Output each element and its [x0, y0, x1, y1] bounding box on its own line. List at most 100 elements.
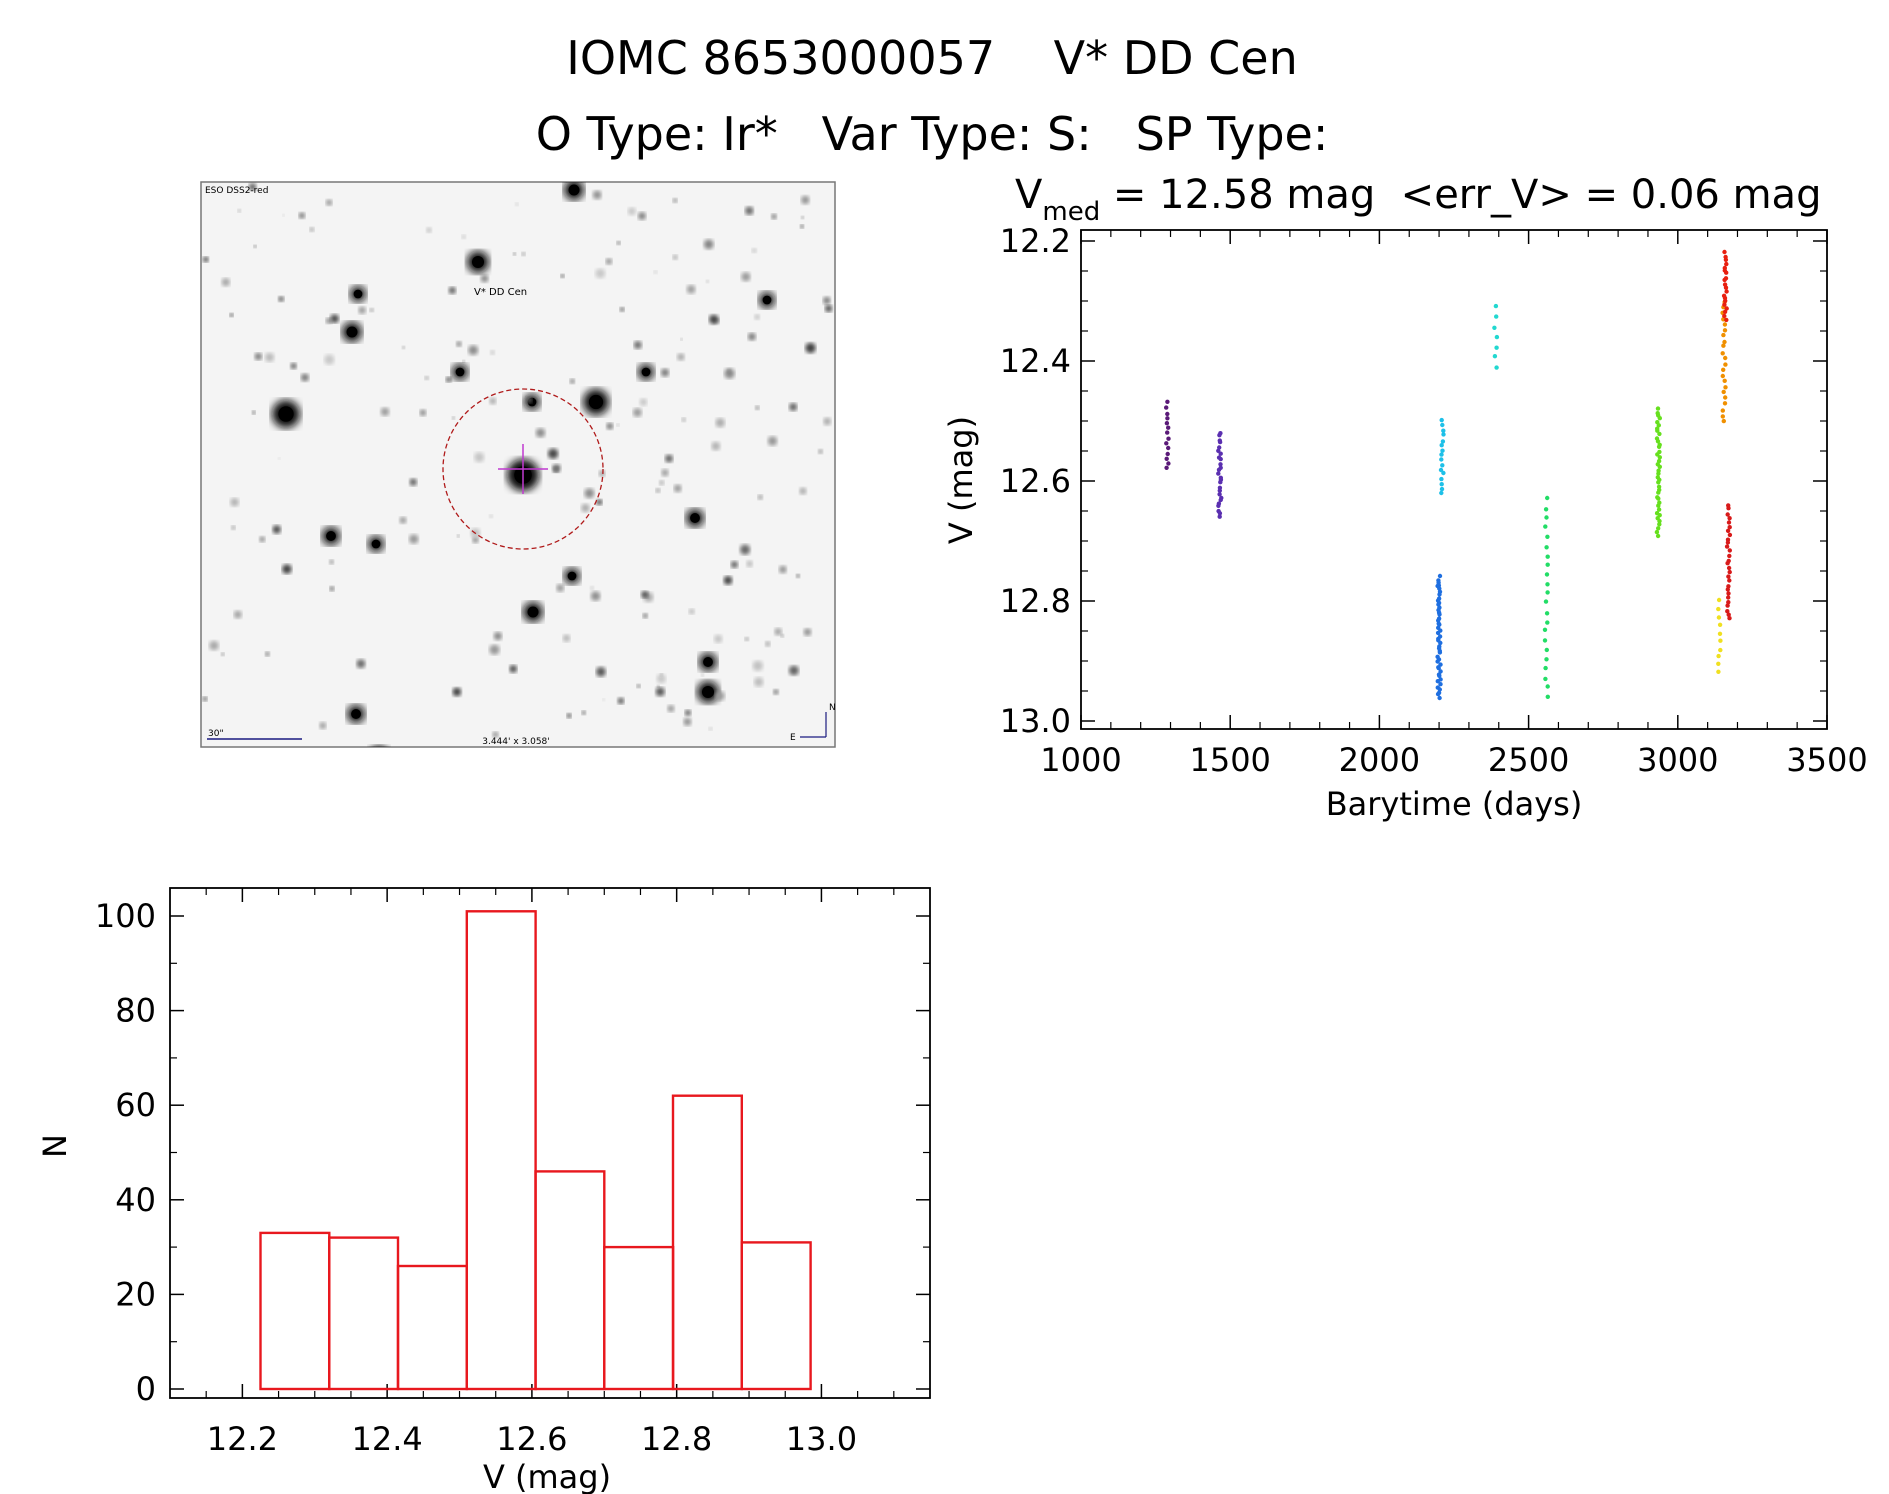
faint-star: [329, 586, 335, 592]
faint-star: [667, 705, 675, 713]
light-curve-point: [1437, 573, 1443, 579]
faint-star: [741, 272, 751, 282]
faint-star: [472, 536, 479, 543]
light-curve-ylabel: V (mag): [942, 416, 980, 544]
light-curve-point: [1724, 544, 1730, 549]
light-curve-point: [1725, 528, 1731, 533]
faint-star: [748, 332, 756, 341]
light-curve-point: [1439, 457, 1444, 462]
faint-star: [803, 628, 812, 636]
faint-star: [683, 717, 692, 726]
histogram-ylabel: N: [36, 1134, 74, 1158]
faint-star: [456, 341, 462, 347]
faint-star: [329, 559, 334, 565]
light-curve-point: [1218, 497, 1223, 503]
light-curve-point: [1655, 406, 1661, 411]
faint-star: [584, 488, 595, 499]
light-curve-point: [1435, 659, 1440, 664]
faint-star: [202, 696, 208, 702]
faint-star: [445, 376, 452, 383]
light-curve-point: [1544, 545, 1549, 550]
faint-star: [525, 396, 533, 403]
faint-star: [259, 536, 266, 543]
light-curve-point: [1545, 534, 1550, 539]
y-tick-label: 12.6: [1000, 462, 1071, 500]
light-curve-point: [1656, 490, 1661, 495]
light-curve-point: [1727, 525, 1732, 530]
faint-star: [824, 304, 833, 313]
y-tick-label: 12.4: [1000, 342, 1071, 380]
faint-star: [740, 544, 751, 555]
faint-star: [380, 407, 390, 417]
faint-star: [805, 342, 816, 354]
light-curve-point: [1655, 439, 1661, 444]
light-curve-axes: 1000 1500 2000 2500 3000 3500 12.2 12.4 12.6 12.8…: [1000, 222, 1868, 779]
faint-star: [688, 608, 695, 615]
y-tick-label: 12.2: [1000, 222, 1071, 260]
faint-star: [237, 209, 241, 213]
faint-star: [752, 660, 763, 671]
star-core: [641, 367, 651, 377]
light-curve-point: [1492, 325, 1497, 330]
light-curve-point: [1438, 467, 1444, 473]
light-curve-point: [1724, 261, 1729, 267]
faint-star: [419, 409, 427, 416]
light-curve-point: [1542, 627, 1548, 632]
faint-star: [773, 689, 779, 695]
light-curve-point: [1494, 345, 1499, 350]
faint-star: [619, 307, 625, 312]
light-curve-point: [1543, 676, 1548, 682]
light-curve-point: [1723, 395, 1728, 400]
faint-star: [468, 345, 479, 356]
faint-star: [641, 591, 649, 599]
light-curve-point: [1543, 507, 1549, 512]
faint-star: [765, 641, 771, 647]
light-curve-xlabel: Barytime (days): [1326, 785, 1583, 823]
light-curve-point: [1727, 516, 1732, 521]
light-curve-point: [1727, 553, 1732, 559]
light-curve-point: [1216, 503, 1221, 508]
finder-target-label: V* DD Cen: [474, 287, 527, 298]
light-curve-point: [1657, 518, 1662, 524]
faint-star: [492, 731, 499, 738]
faint-star: [253, 244, 257, 248]
faint-star: [823, 296, 831, 305]
faint-star: [552, 464, 561, 473]
light-curve-point: [1655, 452, 1660, 457]
light-curve-point: [1721, 332, 1726, 338]
light-curve-chart: Vmed = 12.58 mag <err_V> = 0.06 mag 1000…: [942, 172, 1868, 823]
faint-star: [823, 417, 832, 426]
light-curve-point: [1727, 548, 1733, 553]
faint-star: [265, 352, 275, 362]
light-curve-point: [1722, 328, 1728, 333]
y-tick-label: 13.0: [1000, 702, 1071, 740]
faint-star: [703, 239, 714, 250]
faint-star: [300, 373, 309, 382]
histogram-bar: [603, 1245, 675, 1391]
light-curve-point: [1438, 640, 1443, 646]
faint-star: [681, 417, 686, 422]
light-curve-point: [1657, 416, 1663, 421]
histogram-bar: [740, 1241, 812, 1391]
light-curve-point: [1437, 687, 1443, 692]
light-curve-point: [1722, 309, 1728, 314]
light-curve-point: [1437, 592, 1442, 597]
faint-star: [801, 216, 805, 219]
light-curve-point: [1545, 590, 1550, 595]
light-curve-point: [1492, 354, 1498, 359]
faint-star: [209, 640, 219, 651]
light-curve-point: [1545, 684, 1550, 689]
light-curve-point: [1722, 302, 1727, 307]
light-curve-point: [1544, 611, 1550, 616]
faint-star: [730, 561, 738, 569]
faint-star: [801, 195, 810, 205]
light-curve-point: [1722, 277, 1727, 283]
faint-star: [456, 534, 460, 538]
hist-x-tick-label: 12.8: [641, 1420, 712, 1458]
light-curve-point: [1727, 569, 1732, 575]
faint-star: [474, 452, 485, 463]
star-core: [326, 531, 336, 541]
histogram-bars: [259, 910, 812, 1391]
light-curve-point: [1437, 695, 1442, 701]
faint-star: [771, 213, 777, 220]
